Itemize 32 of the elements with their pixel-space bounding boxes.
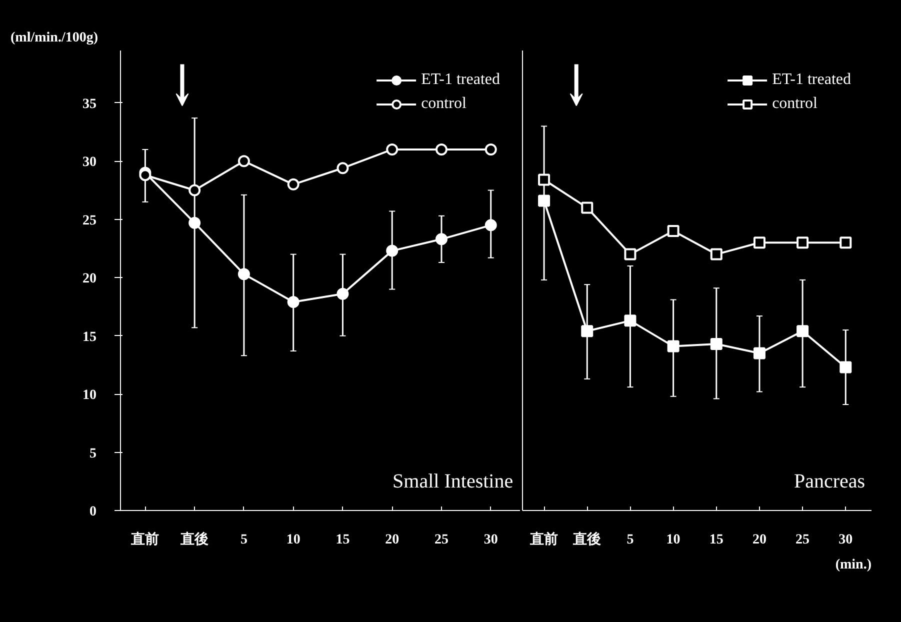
y-tick-label: 20 <box>82 272 96 287</box>
x-tick-label: 15 <box>336 532 350 548</box>
y-tick-label: 30 <box>82 155 96 170</box>
x-tick-label: 直前 <box>529 532 558 548</box>
y-tick-label: 10 <box>82 388 96 404</box>
text: (min.) <box>835 558 872 572</box>
x-tick-label: 25 <box>796 532 810 548</box>
legend-label: control <box>421 95 466 113</box>
x-tick-label: 25 <box>434 532 448 548</box>
x-tick-label: 30 <box>484 532 498 548</box>
x-tick-label: 10 <box>666 532 680 548</box>
text: Pancreas <box>794 470 866 492</box>
x-tick-label: 直後 <box>180 532 209 548</box>
y-tick-label: 15 <box>82 330 96 345</box>
x-tick-label: 15 <box>709 532 724 548</box>
y-tick-label: 35 <box>82 96 96 112</box>
legend-label: control <box>772 95 818 113</box>
x-tick-label: 30 <box>838 532 853 548</box>
y-tick-label: 5 <box>90 446 96 462</box>
x-tick-label: 5 <box>626 532 634 548</box>
x-tick-label: 直後 <box>572 532 602 548</box>
y-axis-title: (ml/min./100g) <box>10 30 98 46</box>
x-tick-label: 5 <box>240 532 248 548</box>
legend-label: ET-1 treated <box>421 71 500 89</box>
y-tick-label: 25 <box>82 213 96 228</box>
legend-label: ET-1 treated <box>772 71 851 89</box>
text: Small Intestine <box>392 470 514 492</box>
x-tick-label: 20 <box>752 532 766 548</box>
x-tick-label: 20 <box>385 532 400 548</box>
x-tick-label: 直前 <box>130 532 160 548</box>
x-tick-label: 10 <box>286 532 300 548</box>
y-tick-label: 0 <box>90 504 96 520</box>
